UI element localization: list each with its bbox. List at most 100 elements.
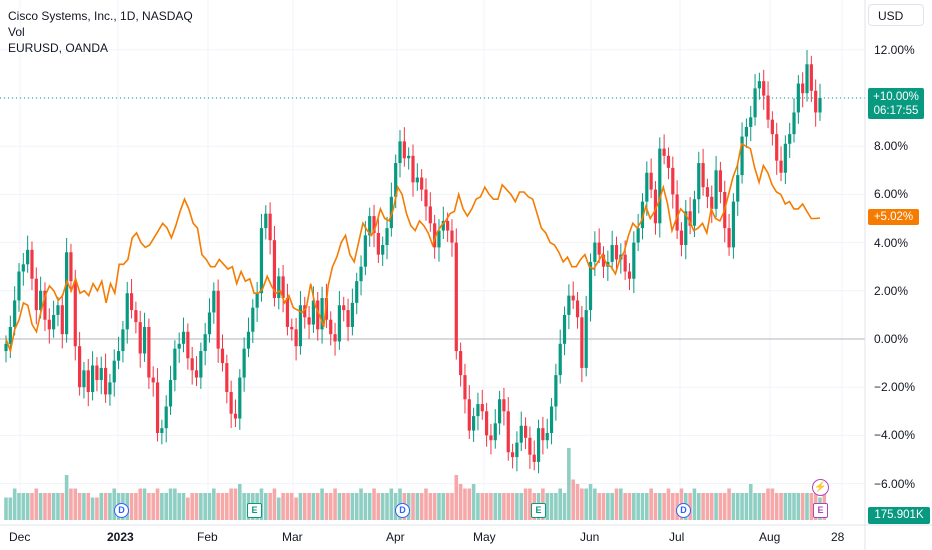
candle-body <box>692 199 697 226</box>
candle-body <box>731 201 736 248</box>
volume-bar <box>619 488 623 520</box>
volume-bar <box>800 493 805 520</box>
volume-bar <box>389 488 394 520</box>
candle-body <box>168 379 173 407</box>
dividend-event-icon[interactable]: D <box>395 503 410 518</box>
volume-bar <box>376 493 381 520</box>
candle-body <box>225 363 229 393</box>
candle-body <box>103 367 108 395</box>
legend-symbol[interactable]: Cisco Systems, Inc., 1D, NASDAQ <box>8 9 193 23</box>
currency-button[interactable]: USD <box>868 4 924 26</box>
candle-body <box>69 252 73 282</box>
x-tick-label: Dec <box>9 530 31 544</box>
volume-bar <box>51 493 56 520</box>
volume-bar <box>610 493 614 520</box>
volume-bar <box>632 493 636 520</box>
candle-body <box>497 399 502 424</box>
volume-bar <box>147 493 151 520</box>
volume-bar <box>740 493 744 520</box>
volume-bar <box>233 488 238 520</box>
lightning-icon[interactable]: ⚡ <box>812 479 829 496</box>
earnings-event-icon[interactable]: E <box>531 503 546 518</box>
candle-body <box>43 290 47 320</box>
candle-body <box>207 312 212 335</box>
candle-body <box>285 298 290 327</box>
volume-bar <box>601 493 606 520</box>
candle-body <box>17 271 21 301</box>
candle-body <box>39 290 43 311</box>
candle-body <box>350 302 354 327</box>
volume-bar <box>385 493 389 520</box>
candle-body <box>640 201 645 229</box>
x-tick-label: Aug <box>759 530 781 544</box>
volume-bar <box>315 493 320 520</box>
candle-body <box>679 230 684 246</box>
candle-body <box>450 230 454 243</box>
legend-volume[interactable]: Vol <box>8 25 25 39</box>
candle-body <box>155 382 160 433</box>
volume-bar <box>12 488 17 520</box>
candle-body <box>160 428 164 433</box>
candle-body <box>705 187 710 197</box>
earnings-event-icon[interactable]: E <box>247 503 262 518</box>
volume-bar <box>748 484 753 520</box>
volume-bar <box>99 493 104 520</box>
x-tick-label: May <box>473 530 496 544</box>
candle-body <box>47 319 51 330</box>
x-tick-label: 28 <box>831 530 845 544</box>
volume-bar <box>56 493 60 520</box>
candle-body <box>233 413 238 419</box>
candle-body <box>277 276 281 299</box>
candle-body <box>255 293 259 308</box>
dividend-event-icon[interactable]: D <box>114 503 129 518</box>
candle-body <box>90 365 95 393</box>
volume-bar <box>229 488 233 520</box>
volume-bar <box>445 493 450 520</box>
volume-bar <box>792 493 796 520</box>
volume-bar <box>86 493 91 520</box>
volume-bar <box>666 488 671 520</box>
volume-bar <box>294 497 298 520</box>
candle-body <box>290 326 294 330</box>
volume-bar <box>112 488 117 520</box>
volume-bar <box>134 493 138 520</box>
volume-bar <box>276 497 281 520</box>
volume-bar <box>43 493 47 520</box>
volume-bar <box>471 484 476 520</box>
candle-body <box>65 252 69 335</box>
volume-bar <box>242 493 246 520</box>
volume-bar <box>515 493 519 520</box>
candle-body <box>796 83 800 113</box>
volume-bar <box>298 493 303 520</box>
candle-body <box>420 177 424 190</box>
candle-body <box>528 437 532 455</box>
candle-body <box>727 228 731 248</box>
y-tick-label: −6.00% <box>874 476 916 491</box>
volume-bar <box>181 493 186 520</box>
candle-body <box>788 134 792 144</box>
candle-body <box>684 211 688 246</box>
volume-bar <box>744 493 749 520</box>
candle-body <box>714 170 718 209</box>
volume-bar <box>761 493 766 520</box>
volume-bar <box>623 493 627 520</box>
volume-bar <box>103 493 108 520</box>
volume-bar <box>177 493 181 520</box>
volume-bar <box>480 493 485 520</box>
legend-compare[interactable]: EURUSD, OANDA <box>8 41 109 55</box>
dividend-event-icon[interactable]: D <box>676 503 691 518</box>
volume-bar <box>419 493 424 520</box>
volume-bar <box>367 493 372 520</box>
compare-series <box>5 142 821 355</box>
volume-bar <box>597 493 601 520</box>
candle-body <box>567 295 571 315</box>
volume-bar <box>207 493 212 520</box>
earnings-upcoming-icon[interactable]: E <box>813 503 828 518</box>
volume-bar <box>640 493 645 520</box>
volume-bar <box>528 488 532 520</box>
candle-body <box>186 331 190 359</box>
volume-bar <box>194 493 199 520</box>
volume-bar <box>285 493 290 520</box>
candle-body <box>653 189 658 224</box>
